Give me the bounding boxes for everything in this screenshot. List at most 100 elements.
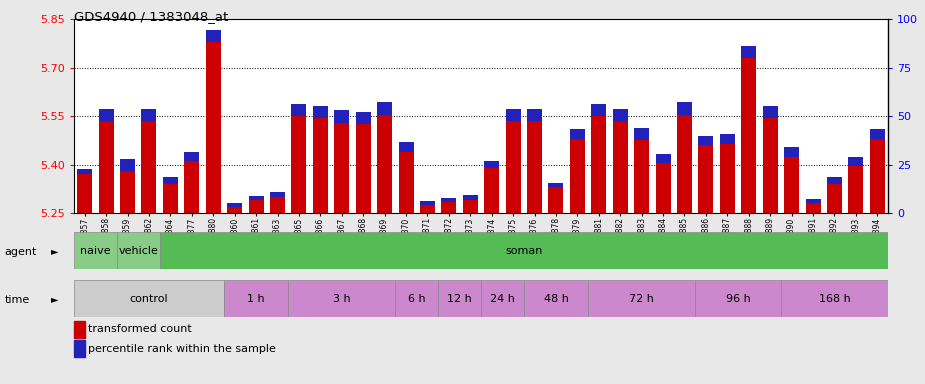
Text: 168 h: 168 h: [819, 293, 850, 304]
Bar: [313, 106, 327, 118]
Bar: [656, 163, 671, 213]
Bar: [763, 118, 778, 213]
Bar: [656, 154, 671, 163]
Text: control: control: [130, 293, 168, 304]
Bar: [570, 139, 585, 213]
Bar: [741, 46, 757, 58]
Bar: [356, 112, 371, 124]
Text: 12 h: 12 h: [447, 293, 472, 304]
Bar: [462, 195, 478, 200]
Bar: [142, 109, 156, 121]
Text: vehicle: vehicle: [118, 245, 158, 256]
Text: transformed count: transformed count: [88, 324, 191, 334]
Text: ►: ►: [51, 247, 58, 257]
Bar: [481, 280, 524, 317]
Bar: [377, 114, 392, 213]
Bar: [549, 187, 563, 213]
Bar: [781, 280, 888, 317]
Bar: [588, 280, 696, 317]
Text: percentile rank within the sample: percentile rank within the sample: [88, 344, 276, 354]
Bar: [696, 280, 781, 317]
Bar: [784, 157, 799, 213]
Bar: [635, 128, 649, 141]
Bar: [570, 129, 585, 139]
Bar: [334, 111, 350, 122]
Text: 24 h: 24 h: [490, 293, 515, 304]
Text: soman: soman: [505, 245, 543, 256]
Bar: [120, 159, 135, 171]
Text: 48 h: 48 h: [544, 293, 568, 304]
Bar: [462, 200, 478, 213]
Bar: [77, 174, 92, 213]
Bar: [291, 116, 306, 213]
Bar: [806, 199, 820, 204]
Bar: [441, 198, 456, 202]
Text: agent: agent: [5, 247, 37, 257]
Bar: [120, 171, 135, 213]
Bar: [527, 109, 542, 121]
Bar: [677, 102, 692, 114]
Bar: [224, 280, 289, 317]
Bar: [806, 204, 820, 213]
Bar: [313, 118, 327, 213]
Bar: [270, 192, 285, 197]
Bar: [827, 177, 842, 184]
Bar: [591, 104, 606, 116]
Bar: [399, 152, 413, 213]
Bar: [377, 102, 392, 114]
Bar: [549, 183, 563, 187]
Bar: [395, 280, 438, 317]
Text: GDS4940 / 1383048_at: GDS4940 / 1383048_at: [74, 10, 228, 23]
Bar: [334, 122, 350, 213]
Bar: [420, 201, 435, 205]
Bar: [677, 114, 692, 213]
Bar: [763, 106, 778, 118]
Bar: [228, 203, 242, 207]
Bar: [160, 232, 888, 269]
Bar: [698, 136, 713, 145]
Bar: [270, 197, 285, 213]
Bar: [163, 184, 178, 213]
Bar: [117, 232, 160, 269]
Text: 3 h: 3 h: [333, 293, 351, 304]
Bar: [99, 109, 114, 121]
Bar: [74, 232, 117, 269]
Bar: [612, 121, 628, 213]
Bar: [720, 134, 734, 144]
Bar: [524, 280, 588, 317]
Text: 1 h: 1 h: [247, 293, 265, 304]
Bar: [506, 109, 521, 121]
Bar: [228, 207, 242, 213]
Bar: [698, 145, 713, 213]
Text: 6 h: 6 h: [408, 293, 426, 304]
Bar: [399, 142, 413, 152]
Bar: [249, 200, 264, 213]
Bar: [848, 157, 863, 166]
Bar: [205, 30, 221, 42]
Bar: [784, 147, 799, 157]
Bar: [827, 184, 842, 213]
Bar: [205, 42, 221, 213]
Bar: [484, 161, 500, 168]
Bar: [484, 168, 500, 213]
Bar: [77, 169, 92, 174]
Bar: [356, 124, 371, 213]
Bar: [163, 177, 178, 184]
Text: naive: naive: [80, 245, 111, 256]
Bar: [99, 121, 114, 213]
Bar: [291, 104, 306, 116]
Text: 96 h: 96 h: [726, 293, 750, 304]
Bar: [142, 121, 156, 213]
Bar: [74, 280, 224, 317]
Bar: [591, 116, 606, 213]
Text: ►: ►: [51, 295, 58, 305]
Bar: [635, 141, 649, 213]
Bar: [848, 166, 863, 213]
Bar: [249, 196, 264, 200]
Text: 72 h: 72 h: [629, 293, 654, 304]
Bar: [870, 139, 885, 213]
Text: time: time: [5, 295, 30, 305]
Bar: [506, 121, 521, 213]
Bar: [289, 280, 395, 317]
Bar: [184, 161, 199, 213]
